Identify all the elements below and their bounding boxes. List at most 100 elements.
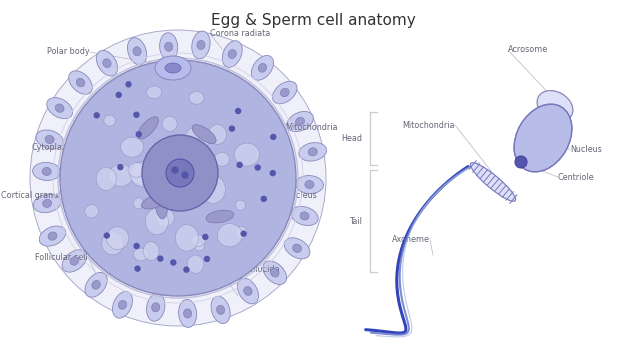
Ellipse shape (197, 40, 205, 49)
Ellipse shape (300, 212, 309, 220)
Ellipse shape (280, 88, 289, 97)
Circle shape (182, 172, 188, 178)
Ellipse shape (151, 303, 160, 312)
Ellipse shape (211, 296, 230, 324)
Ellipse shape (295, 176, 324, 194)
Ellipse shape (292, 244, 302, 252)
Ellipse shape (291, 207, 318, 225)
Ellipse shape (45, 135, 54, 144)
Ellipse shape (39, 226, 66, 246)
Ellipse shape (206, 210, 233, 223)
Circle shape (271, 134, 276, 139)
Ellipse shape (183, 309, 192, 318)
Ellipse shape (47, 98, 73, 119)
Ellipse shape (470, 163, 516, 201)
Circle shape (158, 256, 163, 261)
Ellipse shape (70, 257, 79, 265)
Text: Axoneme: Axoneme (392, 235, 430, 244)
Ellipse shape (234, 143, 260, 166)
Circle shape (237, 162, 242, 167)
Ellipse shape (118, 300, 126, 309)
Circle shape (203, 234, 208, 239)
Circle shape (134, 112, 139, 117)
Ellipse shape (237, 278, 259, 304)
Ellipse shape (175, 225, 198, 251)
Text: Egg & Sperm cell anatomy: Egg & Sperm cell anatomy (210, 13, 416, 27)
Ellipse shape (272, 81, 297, 104)
Ellipse shape (287, 112, 314, 132)
Ellipse shape (102, 232, 123, 255)
Ellipse shape (55, 104, 64, 112)
Circle shape (95, 113, 100, 118)
Ellipse shape (185, 126, 209, 150)
Ellipse shape (133, 198, 144, 209)
Ellipse shape (30, 30, 326, 326)
Ellipse shape (145, 208, 168, 235)
Ellipse shape (48, 232, 57, 240)
Ellipse shape (192, 235, 205, 246)
Ellipse shape (141, 194, 168, 209)
Ellipse shape (113, 292, 133, 318)
Ellipse shape (165, 42, 173, 51)
Ellipse shape (244, 287, 252, 295)
Circle shape (270, 171, 275, 176)
Ellipse shape (178, 300, 197, 328)
Ellipse shape (284, 238, 310, 259)
Ellipse shape (515, 156, 527, 168)
Ellipse shape (200, 175, 225, 203)
Circle shape (184, 267, 189, 272)
Text: Nucleus: Nucleus (570, 145, 602, 154)
Circle shape (118, 165, 123, 170)
Ellipse shape (128, 38, 146, 65)
Ellipse shape (192, 125, 216, 144)
Text: Tail: Tail (349, 216, 362, 225)
Ellipse shape (299, 143, 327, 161)
Text: Nucleus: Nucleus (285, 190, 317, 199)
Ellipse shape (85, 204, 98, 218)
Ellipse shape (133, 47, 141, 56)
Ellipse shape (189, 91, 204, 104)
Text: Acrosome: Acrosome (508, 45, 548, 54)
Circle shape (116, 93, 121, 98)
Ellipse shape (142, 135, 218, 211)
Ellipse shape (42, 167, 51, 175)
Ellipse shape (252, 55, 274, 80)
Ellipse shape (235, 226, 247, 239)
Circle shape (136, 132, 141, 137)
Ellipse shape (305, 180, 314, 189)
Text: Polar body: Polar body (48, 48, 90, 57)
Ellipse shape (128, 162, 145, 177)
Ellipse shape (156, 209, 174, 226)
Ellipse shape (295, 117, 304, 126)
Ellipse shape (109, 164, 133, 186)
Ellipse shape (33, 162, 61, 180)
Ellipse shape (130, 162, 152, 184)
Ellipse shape (514, 104, 572, 172)
Ellipse shape (85, 273, 107, 297)
Ellipse shape (160, 33, 178, 61)
Ellipse shape (121, 137, 143, 157)
Circle shape (135, 266, 140, 271)
Ellipse shape (130, 162, 155, 186)
Ellipse shape (96, 50, 118, 76)
Ellipse shape (92, 280, 100, 289)
Ellipse shape (215, 152, 230, 166)
Ellipse shape (166, 159, 194, 187)
Ellipse shape (146, 293, 165, 321)
Circle shape (241, 231, 246, 236)
Ellipse shape (106, 227, 128, 249)
Ellipse shape (308, 148, 317, 156)
Ellipse shape (187, 255, 204, 273)
Ellipse shape (192, 31, 210, 59)
Ellipse shape (143, 242, 159, 260)
Circle shape (172, 167, 178, 173)
Ellipse shape (133, 248, 148, 261)
Circle shape (105, 233, 110, 238)
Ellipse shape (69, 71, 93, 94)
Ellipse shape (96, 167, 116, 190)
Circle shape (255, 165, 260, 170)
Text: Centriole: Centriole (558, 172, 595, 181)
Ellipse shape (194, 242, 205, 251)
Ellipse shape (162, 116, 177, 131)
Ellipse shape (146, 86, 162, 99)
